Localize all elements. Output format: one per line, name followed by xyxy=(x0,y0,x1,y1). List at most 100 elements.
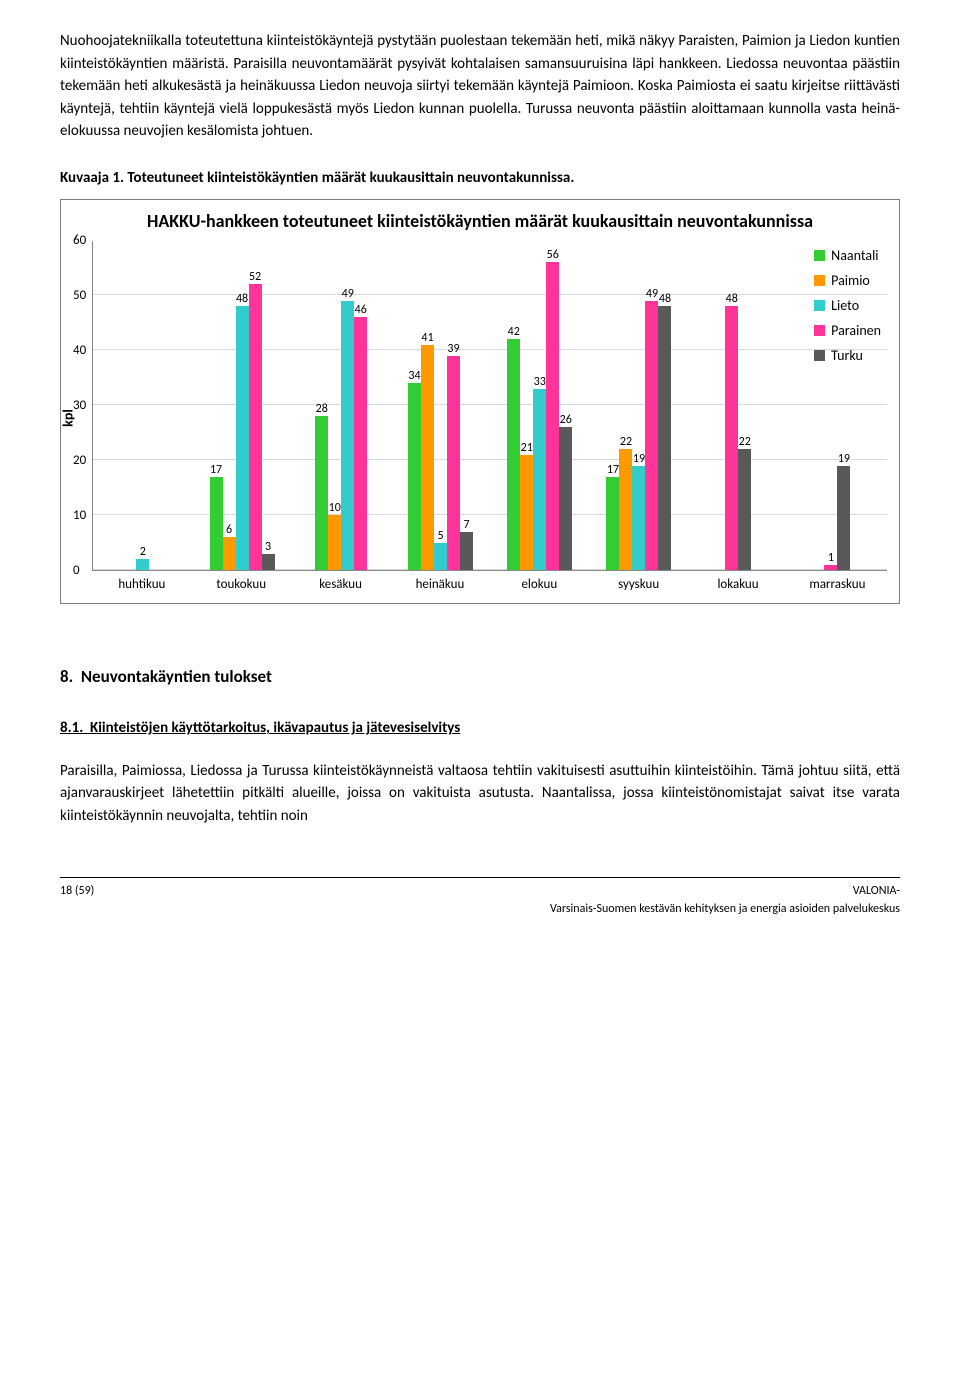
bar: 1 xyxy=(824,565,837,571)
x-tick-label: kesäkuu xyxy=(291,575,390,595)
x-tick-label: elokuu xyxy=(490,575,589,595)
bar: 22 xyxy=(738,449,751,570)
bar: 48 xyxy=(658,306,671,570)
section-heading: 8. Neuvontakäyntien tulokset xyxy=(60,664,900,690)
bar-value-label: 5 xyxy=(437,527,443,545)
bar: 17 xyxy=(606,477,619,571)
bar-value-label: 17 xyxy=(210,461,222,479)
bar-value-label: 10 xyxy=(329,499,341,517)
bar-value-label: 49 xyxy=(342,285,354,303)
legend-swatch xyxy=(814,275,825,286)
section-number: 8. xyxy=(60,666,73,687)
bar: 26 xyxy=(559,427,572,570)
bar: 22 xyxy=(619,449,632,570)
bar: 33 xyxy=(533,389,546,571)
bar-value-label: 6 xyxy=(226,521,232,539)
bar-value-label: 33 xyxy=(534,373,546,391)
bar: 46 xyxy=(354,317,367,570)
x-tick-label: marraskuu xyxy=(788,575,887,595)
bar-value-label: 2 xyxy=(140,543,146,561)
legend-label: Naantali xyxy=(831,245,878,266)
bar: 10 xyxy=(328,515,341,570)
bar: 19 xyxy=(837,466,850,571)
bar: 7 xyxy=(460,532,473,571)
footer-org-line2: Varsinais-Suomen kestävän kehityksen ja … xyxy=(550,900,900,918)
legend-label: Paimio xyxy=(831,270,870,291)
legend: Naantali Paimio Lieto Parainen Turku xyxy=(814,245,881,370)
bar: 28 xyxy=(315,416,328,570)
x-tick-label: toukokuu xyxy=(192,575,291,595)
legend-item: Parainen xyxy=(814,320,881,341)
legend-swatch xyxy=(814,325,825,336)
bar-value-label: 42 xyxy=(508,323,520,341)
bar: 5 xyxy=(434,543,447,571)
page-footer: 18 (59) VALONIA- Varsinais-Suomen kestäv… xyxy=(60,877,900,918)
y-axis: kpl 0102030405060 xyxy=(73,241,92,595)
bar-value-label: 19 xyxy=(838,450,850,468)
body-paragraph-1: Nuohoojatekniikalla toteutettuna kiintei… xyxy=(60,30,900,143)
bar: 3 xyxy=(262,554,275,571)
x-tick-label: lokakuu xyxy=(688,575,787,595)
bar-value-label: 22 xyxy=(620,433,632,451)
bar-value-label: 48 xyxy=(726,290,738,308)
bar: 48 xyxy=(236,306,249,570)
bar-value-label: 34 xyxy=(408,367,420,385)
body-paragraph-2: Paraisilla, Paimiossa, Liedossa ja Turus… xyxy=(60,760,900,828)
legend-swatch xyxy=(814,300,825,311)
bar-group: 17648523 xyxy=(192,241,291,570)
bar-value-label: 46 xyxy=(355,301,367,319)
bar: 41 xyxy=(421,345,434,571)
bar: 21 xyxy=(520,455,533,571)
bar-value-label: 21 xyxy=(521,439,533,457)
bar-group: 28104946 xyxy=(292,241,391,570)
bar: 52 xyxy=(249,284,262,570)
legend-item: Naantali xyxy=(814,245,881,266)
bar-value-label: 26 xyxy=(560,411,572,429)
legend-label: Lieto xyxy=(831,295,859,316)
bar: 49 xyxy=(341,301,354,571)
bar-value-label: 22 xyxy=(739,433,751,451)
chart-title: HAKKU-hankkeen toteutuneet kiinteistökäy… xyxy=(73,210,887,233)
bar-value-label: 52 xyxy=(249,268,261,286)
bar-value-label: 39 xyxy=(447,340,459,358)
bar: 49 xyxy=(645,301,658,571)
bar-value-label: 17 xyxy=(607,461,619,479)
bar-value-label: 48 xyxy=(236,290,248,308)
x-tick-label: heinäkuu xyxy=(390,575,489,595)
section-title: Neuvontakäyntien tulokset xyxy=(81,666,272,687)
bar-value-label: 28 xyxy=(316,400,328,418)
subsection-number: 8.1. xyxy=(60,719,83,737)
plot-area: NaantaliPaimioLietoParainenTurku 2176485… xyxy=(92,241,887,571)
bar-group: 1722194948 xyxy=(589,241,688,570)
bar-group: 34415 39 7 xyxy=(391,241,490,570)
bar: 42 xyxy=(507,339,520,570)
bar: 34 xyxy=(408,383,421,570)
bar-value-label: 3 xyxy=(265,538,271,556)
footer-org: VALONIA- xyxy=(550,882,900,900)
x-axis-labels: huhtikuutoukokuukesäkuuheinäkuuelokuusyy… xyxy=(92,575,887,595)
bar: 19 xyxy=(632,466,645,571)
legend-item: Lieto xyxy=(814,295,881,316)
chart-container: HAKKU-hankkeen toteutuneet kiinteistökäy… xyxy=(60,199,900,604)
bar-value-label: 1 xyxy=(828,549,834,567)
bar-group: 4221335626 xyxy=(490,241,589,570)
bar: 6 xyxy=(223,537,236,570)
bar-value-label: 48 xyxy=(659,290,671,308)
bar-group: 2 xyxy=(93,241,192,570)
page-number: 18 (59) xyxy=(60,882,94,918)
bar: 56 xyxy=(546,262,559,570)
legend-swatch xyxy=(814,250,825,261)
legend-label: Turku xyxy=(831,345,863,366)
x-tick-label: huhtikuu xyxy=(92,575,191,595)
bar-value-label: 7 xyxy=(463,516,469,534)
y-axis-label: kpl xyxy=(57,409,78,427)
bar: 48 xyxy=(725,306,738,570)
legend-label: Parainen xyxy=(831,320,881,341)
bar-value-label: 56 xyxy=(547,246,559,264)
bar: 17 xyxy=(210,477,223,571)
bar: 2 xyxy=(136,559,149,570)
bar-value-label: 19 xyxy=(633,450,645,468)
chart-caption: Kuvaaja 1. Toteutuneet kiinteistökäyntie… xyxy=(60,167,900,190)
subsection-heading: 8.1. Kiinteistöjen käyttötarkoitus, ikäv… xyxy=(60,717,900,740)
subsection-title: Kiinteistöjen käyttötarkoitus, ikävapaut… xyxy=(90,719,460,737)
